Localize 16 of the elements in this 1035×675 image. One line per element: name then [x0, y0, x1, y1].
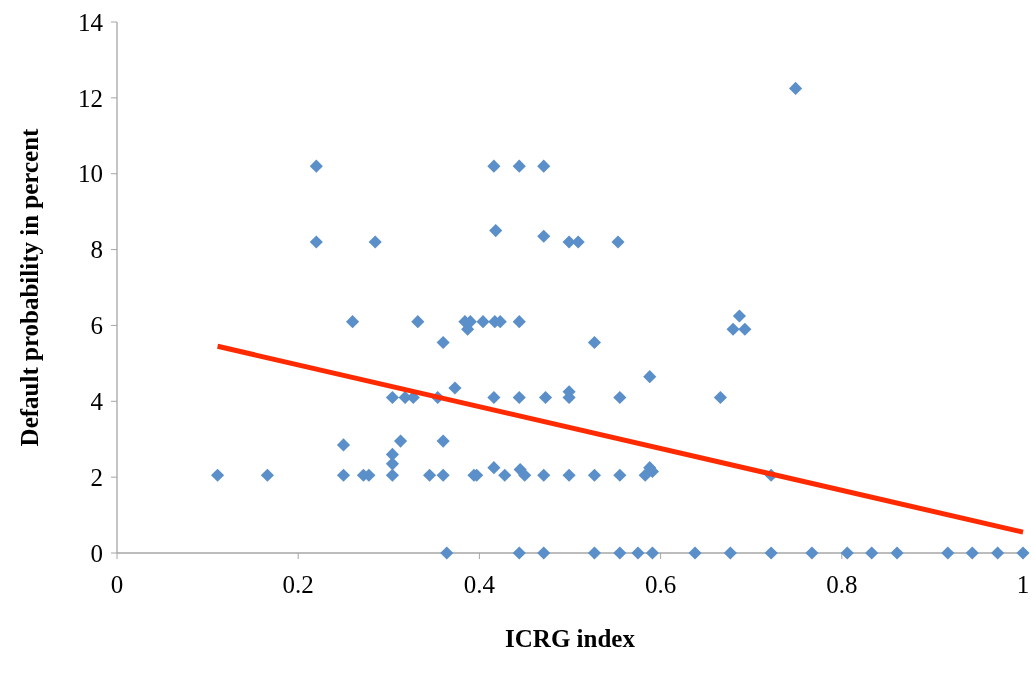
y-tick-label: 14: [78, 8, 104, 36]
y-tick-label: 8: [90, 236, 103, 264]
x-axis-title: ICRG index: [505, 625, 636, 652]
y-tick-label: 10: [78, 160, 103, 188]
y-tick-label: 4: [90, 388, 104, 416]
y-axis-title: Default probability in percent: [16, 127, 43, 447]
x-tick-label: 0.2: [282, 571, 314, 598]
y-tick-label: 0: [90, 539, 103, 567]
x-tick-label: 1: [1016, 571, 1030, 598]
x-tick-label: 0: [110, 571, 124, 598]
y-tick-label: 2: [90, 463, 103, 491]
x-tick-label: 0.6: [644, 571, 677, 598]
x-tick-label: 0.4: [463, 571, 496, 598]
y-tick-label: 12: [78, 84, 103, 112]
y-tick-label: 6: [90, 312, 103, 340]
x-tick-label: 0.8: [826, 571, 858, 598]
